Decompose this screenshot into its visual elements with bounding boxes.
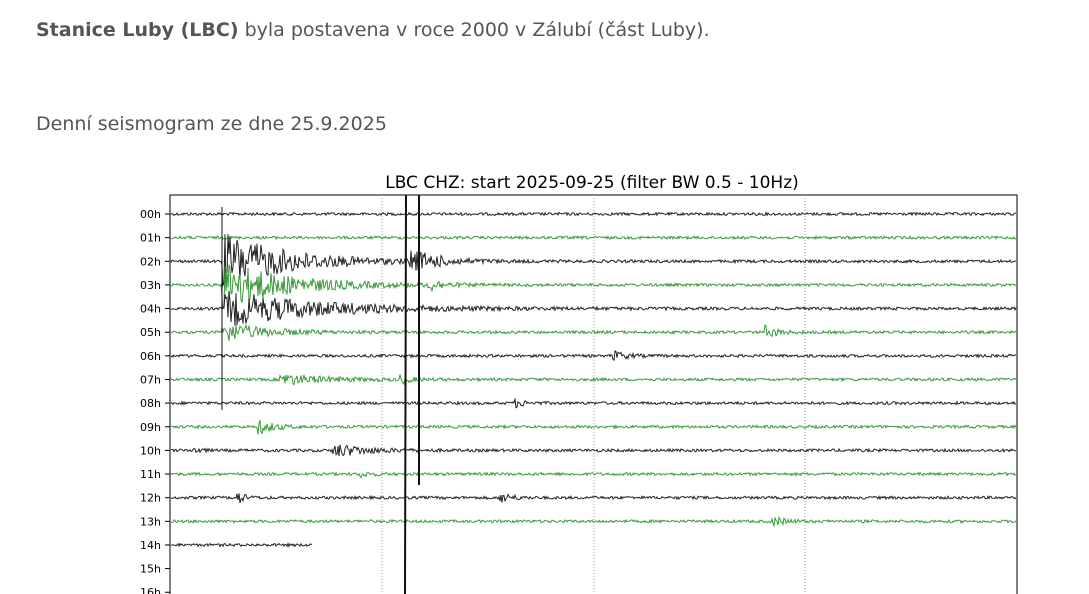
trace bbox=[170, 516, 1017, 528]
row-label: 11h bbox=[140, 468, 161, 481]
row-label: 08h bbox=[140, 397, 161, 410]
row-label: 12h bbox=[140, 492, 161, 505]
row-label: 16h bbox=[140, 586, 161, 594]
trace bbox=[170, 398, 1017, 409]
spikes bbox=[221, 194, 420, 594]
trace bbox=[170, 234, 1017, 290]
intro-text: byla postavena v roce 2000 v Zálubí (čás… bbox=[238, 19, 710, 41]
trace bbox=[170, 234, 1017, 241]
trace bbox=[170, 211, 1017, 217]
trace bbox=[170, 290, 1017, 326]
station-name: Stanice Luby (LBC) bbox=[36, 19, 239, 41]
traces bbox=[170, 211, 1017, 548]
trace bbox=[171, 264, 1017, 309]
grid bbox=[381, 195, 806, 594]
trace bbox=[170, 350, 1017, 362]
trace bbox=[170, 471, 1017, 479]
trace bbox=[170, 493, 1017, 504]
row-label: 13h bbox=[140, 515, 161, 528]
plot-title: LBC CHZ: start 2025-09-25 (filter BW 0.5… bbox=[385, 173, 799, 193]
row-labels: 00h 01h 02h 03h 04h 05h 06h 07h 08h 09h 10h 11h 12h 1… bbox=[140, 208, 170, 594]
subtitle: Denní seismogram ze dne 25.9.2025 bbox=[36, 113, 387, 135]
row-label: 06h bbox=[140, 350, 161, 363]
row-label: 15h bbox=[140, 563, 161, 576]
intro: Stanice Luby (LBC) byla postavena v roce… bbox=[36, 19, 710, 41]
row-label: 09h bbox=[140, 421, 161, 434]
row-label: 00h bbox=[140, 208, 161, 221]
row-label: 03h bbox=[140, 279, 161, 292]
row-label: 04h bbox=[140, 303, 161, 316]
spike bbox=[404, 194, 407, 594]
trace bbox=[170, 323, 1017, 341]
row-label: 07h bbox=[140, 373, 161, 386]
trace bbox=[170, 419, 1017, 435]
row-label: 14h bbox=[140, 539, 161, 552]
row-label: 01h bbox=[140, 232, 161, 245]
trace bbox=[170, 542, 313, 548]
row-label: 10h bbox=[140, 444, 161, 457]
row-label: 02h bbox=[140, 255, 161, 268]
row-label: 05h bbox=[140, 326, 161, 339]
trace bbox=[170, 374, 1017, 386]
trace bbox=[170, 444, 1017, 457]
